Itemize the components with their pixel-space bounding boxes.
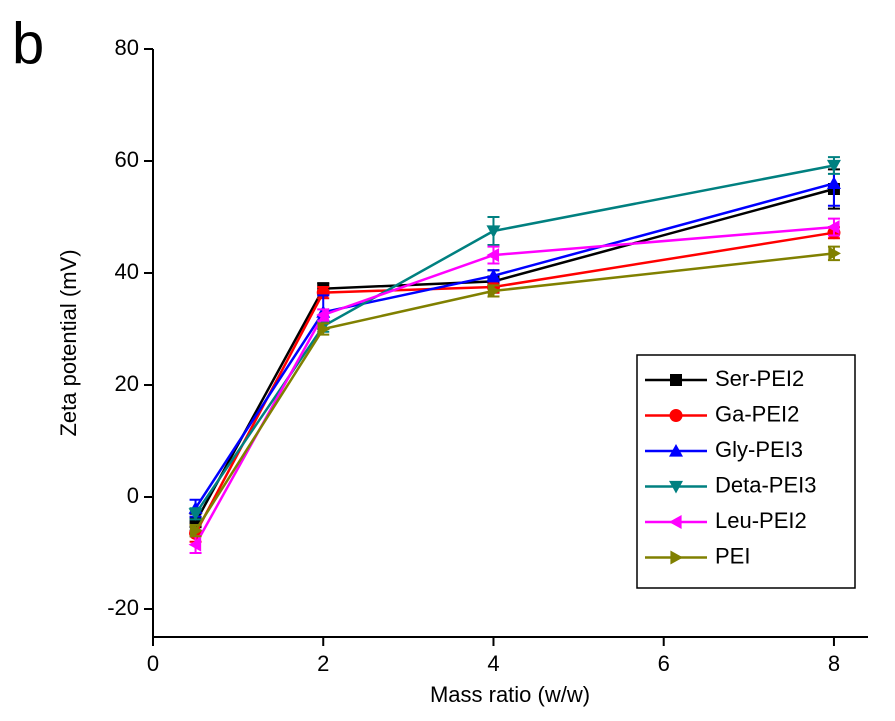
series-line xyxy=(194,231,835,534)
marker xyxy=(486,248,500,263)
x-tick-label: 8 xyxy=(828,651,840,676)
legend-label: Gly-PEI3 xyxy=(715,437,803,462)
marker xyxy=(188,537,202,552)
marker xyxy=(317,322,331,336)
legend-box xyxy=(636,354,856,589)
marker xyxy=(670,550,683,565)
legend-label: Deta-PEI3 xyxy=(715,472,817,497)
marker xyxy=(826,176,841,189)
marker xyxy=(189,523,203,538)
series-line xyxy=(194,164,835,515)
legend: Ser-PEI2 Ga-PEI2 Gly-PEI3 Deta-PEI3 Leu-PEI2… xyxy=(636,354,856,589)
y-tick-label: 20 xyxy=(115,371,139,396)
x-tick-label: 6 xyxy=(658,651,670,676)
marker xyxy=(316,308,329,322)
marker xyxy=(828,246,841,261)
x-tick-label: 0 xyxy=(147,651,159,676)
y-tick-label: 80 xyxy=(115,35,139,60)
panel-label: b xyxy=(12,11,44,76)
legend-label: PEI xyxy=(715,543,750,568)
y-tick-label: 40 xyxy=(115,259,139,284)
marker xyxy=(826,159,841,173)
marker xyxy=(487,283,501,298)
legend-label: Ga-PEI2 xyxy=(715,401,799,426)
x-axis-label: Mass ratio (w/w) xyxy=(430,682,590,707)
marker xyxy=(486,225,501,238)
series-line xyxy=(194,182,835,509)
marker xyxy=(669,409,683,422)
marker xyxy=(486,268,501,282)
series xyxy=(189,245,841,538)
marker xyxy=(826,220,840,235)
y-tick-label: 0 xyxy=(127,483,139,508)
series-line xyxy=(194,252,835,532)
x-tick-label: 2 xyxy=(317,651,329,676)
legend-label: Leu-PEI2 xyxy=(715,508,807,533)
y-axis-label: Zeta potential (mV) xyxy=(56,249,81,436)
y-tick-label: -20 xyxy=(107,595,139,620)
y-tick-label: 60 xyxy=(115,147,139,172)
marker xyxy=(669,480,683,494)
marker xyxy=(669,515,682,529)
legend-label: Ser-PEI2 xyxy=(715,366,804,391)
marker xyxy=(188,508,203,521)
x-tick-label: 4 xyxy=(487,651,499,676)
marker xyxy=(669,444,683,457)
marker xyxy=(670,374,682,386)
